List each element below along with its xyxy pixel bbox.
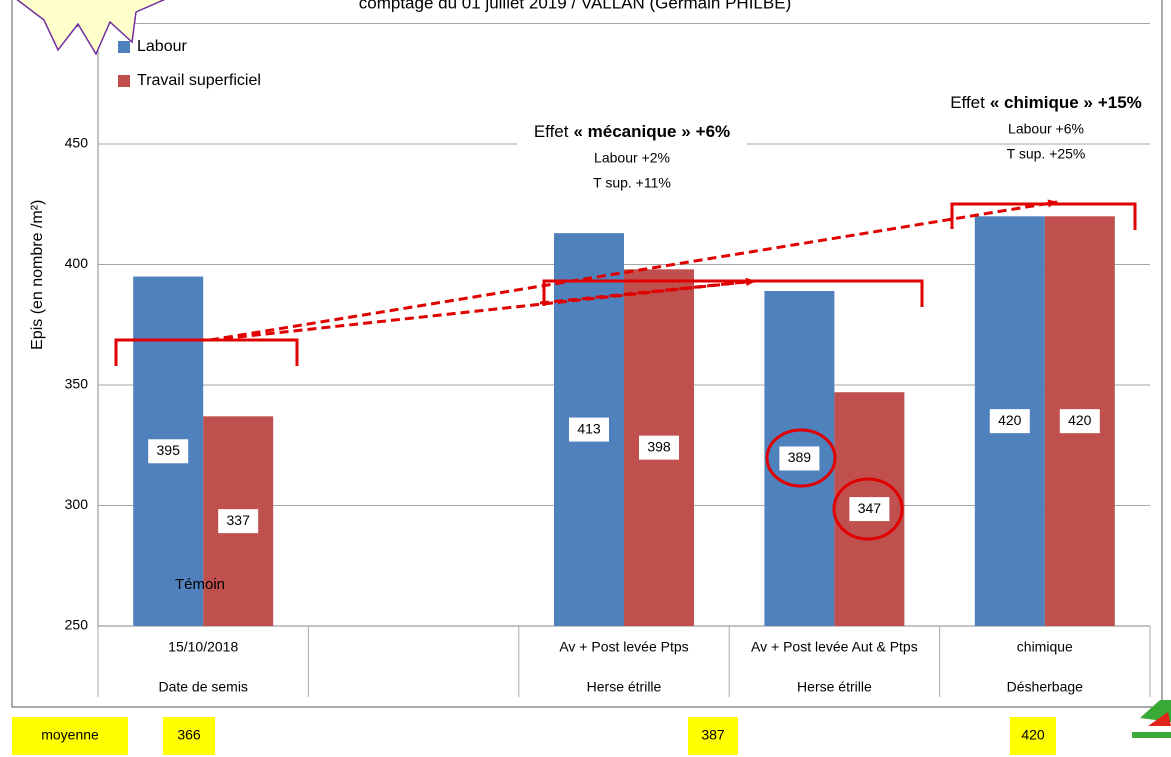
y-tick-label: 300 — [65, 496, 89, 512]
annotation-line: Labour +2% — [594, 150, 670, 166]
annotation-emphasis: « mécanique » — [573, 122, 690, 141]
annotation-emphasis: « chimique » — [990, 93, 1093, 112]
average-box — [688, 717, 738, 755]
x-tick-label: Av + Post levée Aut & Ptps — [751, 639, 918, 655]
value-label-box — [849, 497, 890, 522]
value-label-box — [779, 446, 820, 471]
annotation-title: Effet « mécanique » +6% — [534, 122, 730, 141]
x-tick-label: chimique — [1017, 639, 1073, 655]
x-group-label: Date de semis — [158, 679, 247, 695]
value-label-box — [218, 509, 259, 534]
annotation-bg — [931, 91, 1161, 117]
legend-label: Travail superficiel — [137, 72, 261, 89]
legend-swatch — [118, 41, 130, 53]
value-label: 337 — [227, 512, 251, 528]
average-box — [163, 717, 215, 755]
value-label-box — [639, 435, 679, 460]
average-box — [1010, 717, 1056, 755]
y-tick-label: 450 — [65, 135, 89, 151]
logo — [1148, 712, 1171, 726]
y-tick-label: 350 — [65, 376, 89, 392]
average-label: moyenne — [41, 727, 99, 743]
annotation-suffix: +6% — [696, 122, 731, 141]
value-label-box — [569, 417, 609, 442]
annotation-suffix: +15% — [1098, 93, 1142, 112]
annotation-title: Effet « chimique » +15% — [950, 93, 1142, 112]
x-tick-label: 15/10/2018 — [168, 639, 238, 655]
legend-label: Labour — [137, 38, 187, 55]
x-group-label: Désherbage — [1007, 679, 1083, 695]
value-label-box — [148, 439, 189, 464]
value-label: 420 — [998, 412, 1022, 428]
annotation-prefix: Effet — [534, 122, 569, 141]
dashed-arrow — [209, 277, 756, 342]
y-tick-label: 400 — [65, 255, 89, 271]
y-axis-label: Epis (en nombre /m²) — [29, 200, 46, 350]
chart-title: comptage du 01 juillet 2019 / VALLAN (Ge… — [359, 0, 791, 12]
average-box — [12, 717, 128, 755]
annotation-line: T sup. +25% — [1007, 146, 1086, 162]
value-label: 389 — [788, 449, 812, 465]
bracket — [542, 279, 924, 307]
x-tick-label: Av + Post levée Ptps — [559, 639, 688, 655]
value-label-box — [1059, 409, 1100, 434]
average-value: 420 — [1021, 727, 1045, 743]
average-value: 366 — [177, 727, 201, 743]
logo-bar — [1132, 732, 1171, 738]
value-label: 395 — [157, 442, 181, 458]
annotation-line: T sup. +11% — [593, 175, 671, 191]
legend-swatch — [118, 75, 130, 87]
dashed-arrow — [539, 277, 756, 305]
annotation-bg — [517, 120, 747, 146]
value-label: 398 — [647, 438, 671, 454]
annotation-prefix: Effet — [950, 93, 985, 112]
star-shape — [16, 0, 166, 56]
value-label: 413 — [577, 420, 601, 436]
dashed-arrow — [209, 199, 1058, 342]
highlight-circle — [765, 428, 837, 488]
annotation-line: Labour +6% — [1008, 121, 1084, 137]
value-label-box — [989, 409, 1030, 434]
highlight-circle — [832, 477, 904, 541]
bracket — [114, 338, 299, 366]
x-group-label: Herse étrille — [797, 679, 872, 695]
y-tick-label: 250 — [65, 617, 89, 633]
value-label: 347 — [858, 500, 882, 516]
annotation: Témoin — [175, 576, 225, 593]
x-group-label: Herse étrille — [587, 679, 662, 695]
value-label: 420 — [1068, 412, 1092, 428]
average-value: 387 — [701, 727, 725, 743]
